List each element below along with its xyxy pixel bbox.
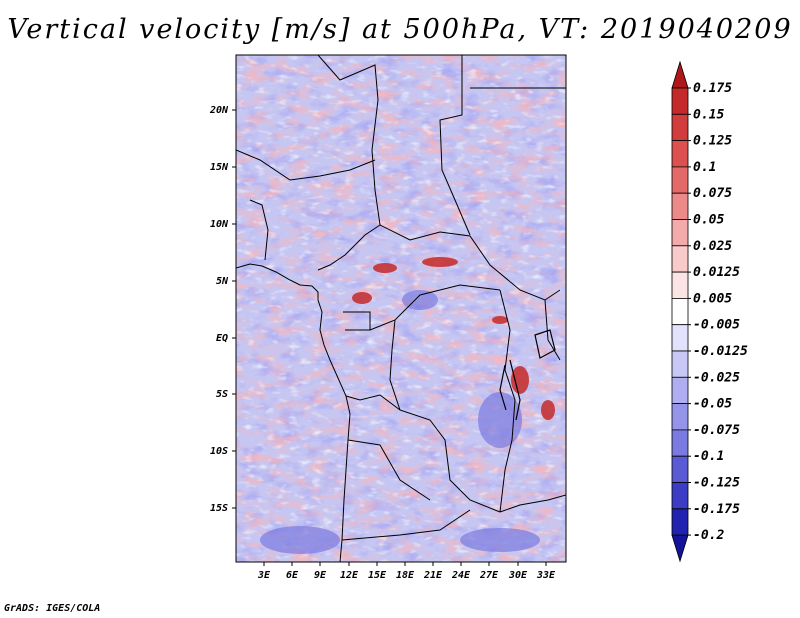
lon-tick-label: 24E xyxy=(451,570,471,581)
lat-tick-label: 20N xyxy=(209,105,229,116)
lat-tick-label: 15S xyxy=(210,503,228,514)
colorbar-label: -0.2 xyxy=(693,528,724,543)
lon-tick-label: 6E xyxy=(286,570,299,581)
colorbar-swatch xyxy=(671,60,689,89)
lon-axis: 3E 6E 9E 12E 15E 18E 21E 24E 27E 30E 33E xyxy=(257,562,556,581)
lat-tick-label: 5N xyxy=(216,276,229,287)
lon-tick-label: 21E xyxy=(423,570,443,581)
colorbar-swatch xyxy=(671,324,689,352)
lakes xyxy=(499,329,556,421)
colorbar-label: 0.005 xyxy=(693,291,732,306)
colorbar-swatch xyxy=(671,113,689,142)
colorbar: 0.175 0.15 0.125 0.1 0.075 0.05 0.025 0.0125 0.0… xyxy=(671,60,748,563)
colorbar-swatch xyxy=(671,455,689,483)
colorbar-label: 0.05 xyxy=(693,213,724,228)
strong-downdraft-patches xyxy=(260,290,540,554)
lon-tick-label: 9E xyxy=(314,570,327,581)
colorbar-label: 0.15 xyxy=(693,107,724,122)
lat-tick: 5N xyxy=(216,276,236,287)
colorbar-label: -0.005 xyxy=(693,318,740,333)
colorbar-swatch xyxy=(671,350,689,378)
colorbar-label: -0.1 xyxy=(693,449,724,464)
lat-tick: 10N xyxy=(210,219,236,230)
colorbar-swatch xyxy=(671,140,689,168)
lon-tick: 21E xyxy=(423,562,443,581)
lon-tick: 33E xyxy=(536,562,556,581)
map-title: Vertical velocity [m/s] at 500hPa, VT: 2… xyxy=(7,14,793,45)
grads-credit: GrADS: IGES/COLA xyxy=(4,603,101,614)
lon-tick-label: 30E xyxy=(508,570,528,581)
colorbar-label: -0.175 xyxy=(693,502,740,517)
colorbar-swatch xyxy=(671,271,689,299)
colorbar-swatch xyxy=(671,508,689,536)
lon-tick-label: 27E xyxy=(479,570,499,581)
lat-tick: 20N xyxy=(209,105,236,116)
lat-tick: EQ xyxy=(216,333,236,344)
colorbar-swatch xyxy=(671,245,689,273)
colorbar-label: 0.0125 xyxy=(693,265,740,280)
lon-tick-label: 12E xyxy=(340,570,359,581)
colorbar-label: -0.075 xyxy=(693,423,740,438)
colorbar-swatch xyxy=(671,87,689,115)
lat-tick-label: 5S xyxy=(216,389,228,400)
colorbar-swatch xyxy=(671,534,689,563)
colorbar-label: 0.175 xyxy=(693,81,732,96)
lon-tick: 27E xyxy=(479,562,499,581)
colorbar-swatch xyxy=(671,482,689,510)
lon-tick-label: 33E xyxy=(536,570,556,581)
country-borders xyxy=(236,55,566,562)
colorbar-label: -0.125 xyxy=(693,476,740,491)
lat-tick: 15N xyxy=(210,162,236,173)
colorbar-swatch xyxy=(671,192,689,220)
lat-tick: 10S xyxy=(210,446,236,457)
lon-tick-label: 18E xyxy=(396,570,415,581)
lon-tick-label: 15E xyxy=(368,570,387,581)
colorbar-label: 0.075 xyxy=(693,186,732,201)
colorbar-swatch xyxy=(671,376,689,404)
colorbar-swatch xyxy=(671,219,689,247)
colorbar-swatch xyxy=(671,166,689,194)
colorbar-swatch xyxy=(671,297,689,326)
lon-tick: 30E xyxy=(508,562,528,581)
colorbar-label: -0.0125 xyxy=(693,344,748,359)
lat-tick-label: 10S xyxy=(210,446,228,457)
colorbar-label: -0.025 xyxy=(693,370,740,385)
lat-axis: 20N 15N 10N 5N EQ 5S 10S 15S xyxy=(209,105,236,514)
colorbar-label: -0.05 xyxy=(693,397,732,412)
lon-tick-label: 3E xyxy=(257,570,271,581)
lon-tick: 9E xyxy=(314,562,327,581)
lat-tick-label: EQ xyxy=(216,333,228,344)
lon-tick: 24E xyxy=(451,562,471,581)
lat-tick: 15S xyxy=(210,503,236,514)
colorbar-label: 0.1 xyxy=(693,160,716,175)
lon-tick: 12E xyxy=(340,562,359,581)
velocity-field xyxy=(236,55,566,562)
lat-tick-label: 15N xyxy=(210,162,229,173)
colorbar-label: 0.025 xyxy=(693,239,732,254)
lon-tick: 18E xyxy=(396,562,415,581)
strong-updraft-patches xyxy=(352,257,555,420)
lat-tick: 5S xyxy=(216,389,236,400)
colorbar-label: 0.125 xyxy=(693,134,732,149)
map-frame xyxy=(235,54,567,563)
colorbar-swatch xyxy=(671,403,689,431)
lon-tick: 6E xyxy=(286,562,299,581)
colorbar-swatch xyxy=(671,429,689,457)
lat-tick-label: 10N xyxy=(210,219,229,230)
lon-tick: 15E xyxy=(368,562,387,581)
lon-tick: 3E xyxy=(257,562,271,581)
